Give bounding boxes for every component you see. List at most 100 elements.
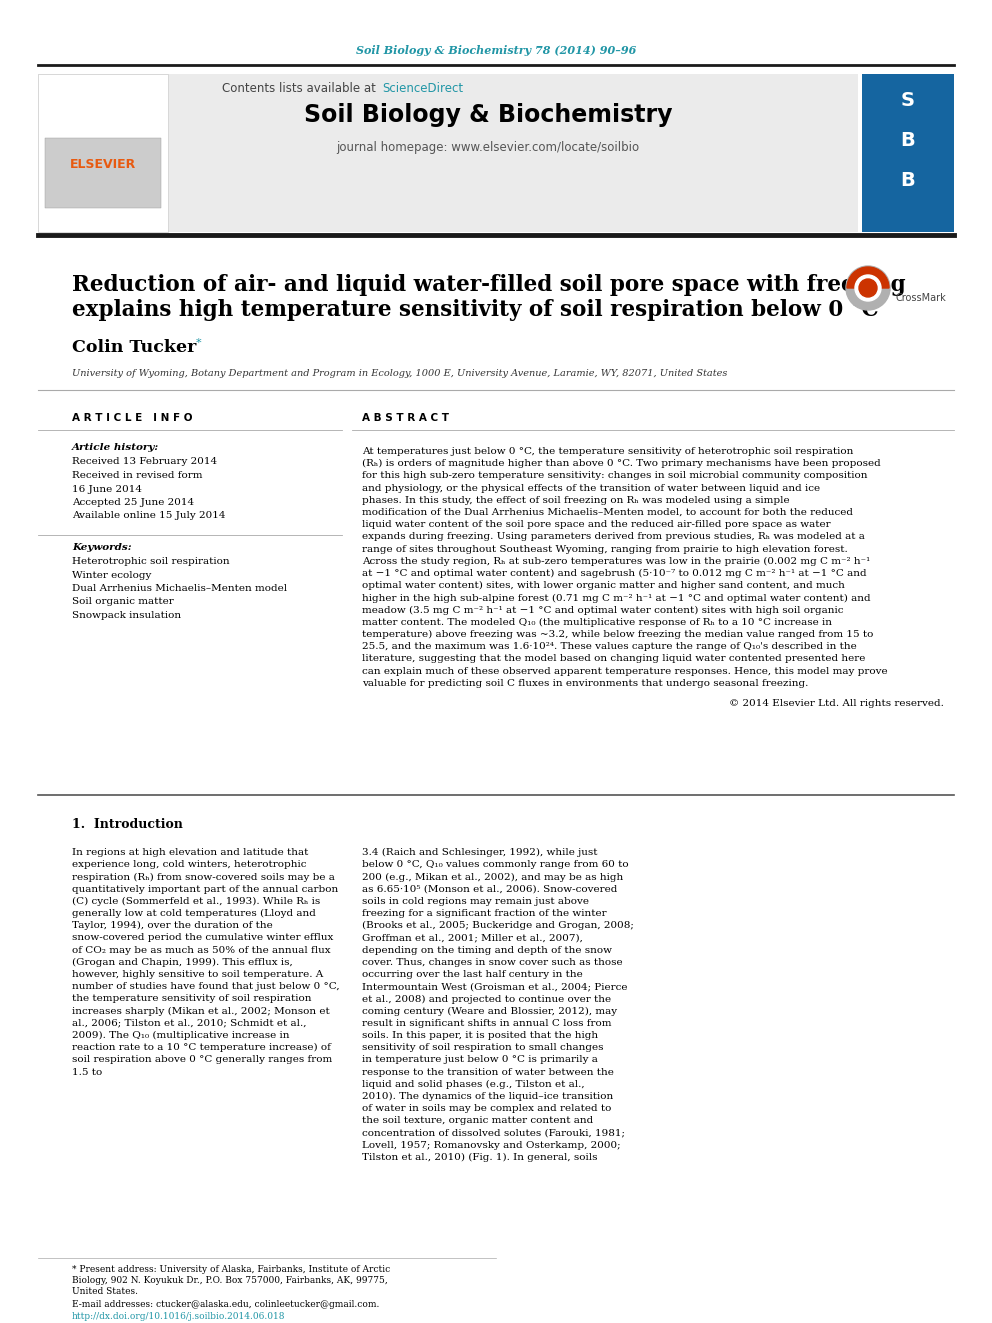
Circle shape [846,266,890,310]
Bar [862,74,954,232]
Text: Soil Biology & Biochemistry 78 (2014) 90–96: Soil Biology & Biochemistry 78 (2014) 90… [356,45,636,56]
Text: 25.5, and the maximum was 1.6·10²⁴. These values capture the range of Q₁₀'s desc: 25.5, and the maximum was 1.6·10²⁴. Thes… [362,642,857,651]
Text: as 6.65·10⁵ (Monson et al., 2006). Snow-covered: as 6.65·10⁵ (Monson et al., 2006). Snow-… [362,885,617,893]
Text: soil respiration above 0 °C generally ranges from: soil respiration above 0 °C generally ra… [72,1056,332,1065]
Text: Across the study region, Rₕ at sub-zero temperatures was low in the prairie (0.0: Across the study region, Rₕ at sub-zero … [362,557,870,566]
Text: University of Wyoming, Botany Department and Program in Ecology, 1000 E, Univers: University of Wyoming, Botany Department… [72,369,727,378]
Text: soils. In this paper, it is posited that the high: soils. In this paper, it is posited that… [362,1031,598,1040]
Text: meadow (3.5 mg C m⁻² h⁻¹ at −1 °C and optimal water content) sites with high soi: meadow (3.5 mg C m⁻² h⁻¹ at −1 °C and op… [362,606,843,615]
Text: explains high temperature sensitivity of soil respiration below 0 °C: explains high temperature sensitivity of… [72,299,879,321]
Text: B: B [901,171,916,189]
Text: 16 June 2014: 16 June 2014 [72,484,142,493]
Text: A B S T R A C T: A B S T R A C T [362,413,449,423]
Text: literature, suggesting that the model based on changing liquid water contented p: literature, suggesting that the model ba… [362,655,865,663]
Bar [38,74,858,232]
Bar [38,74,168,232]
Text: number of studies have found that just below 0 °C,: number of studies have found that just b… [72,982,339,991]
Text: at −1 °C and optimal water content) and sagebrush (5·10⁻⁷ to 0.012 mg C m⁻² h⁻¹ : at −1 °C and optimal water content) and … [362,569,867,578]
Text: depending on the timing and depth of the snow: depending on the timing and depth of the… [362,946,612,955]
Text: Dual Arrhenius Michaelis–Menten model: Dual Arrhenius Michaelis–Menten model [72,583,287,593]
Text: 2010). The dynamics of the liquid–ice transition: 2010). The dynamics of the liquid–ice tr… [362,1091,613,1101]
Text: Colin Tucker: Colin Tucker [72,340,196,356]
Circle shape [859,279,877,296]
Text: Available online 15 July 2014: Available online 15 July 2014 [72,512,225,520]
Text: generally low at cold temperatures (Lloyd and: generally low at cold temperatures (Lloy… [72,909,315,918]
Text: S: S [901,90,915,110]
Text: and physiology, or the physical effects of the transition of water between liqui: and physiology, or the physical effects … [362,484,820,492]
Text: 200 (e.g., Mikan et al., 2002), and may be as high: 200 (e.g., Mikan et al., 2002), and may … [362,872,623,881]
Text: A R T I C L E   I N F O: A R T I C L E I N F O [72,413,192,423]
Text: ScienceDirect: ScienceDirect [382,82,463,94]
Text: coming century (Weare and Blossier, 2012), may: coming century (Weare and Blossier, 2012… [362,1007,617,1016]
Circle shape [855,275,881,302]
Text: experience long, cold winters, heterotrophic: experience long, cold winters, heterotro… [72,860,307,869]
Text: (Grogan and Chapin, 1999). This efflux is,: (Grogan and Chapin, 1999). This efflux i… [72,958,293,967]
Text: B: B [901,131,916,149]
Text: Soil Biology & Biochemistry: Soil Biology & Biochemistry [304,103,673,127]
Text: Winter ecology: Winter ecology [72,570,152,579]
Text: (Brooks et al., 2005; Buckeridge and Grogan, 2008;: (Brooks et al., 2005; Buckeridge and Gro… [362,921,634,930]
Text: in temperature just below 0 °C is primarily a: in temperature just below 0 °C is primar… [362,1056,598,1065]
Text: reaction rate to a 10 °C temperature increase) of: reaction rate to a 10 °C temperature inc… [72,1044,331,1052]
Text: Received 13 February 2014: Received 13 February 2014 [72,458,217,467]
Text: optimal water content) sites, with lower organic matter and higher sand content,: optimal water content) sites, with lower… [362,581,845,590]
Text: 1.5 to: 1.5 to [72,1068,102,1077]
Text: Article history:: Article history: [72,442,160,451]
Text: *: * [196,337,201,348]
Text: valuable for predicting soil C fluxes in environments that undergo seasonal free: valuable for predicting soil C fluxes in… [362,679,808,688]
Text: Received in revised form: Received in revised form [72,471,202,480]
Text: Intermountain West (Groisman et al., 2004; Pierce: Intermountain West (Groisman et al., 200… [362,982,628,991]
Text: (C) cycle (Sommerfeld et al., 1993). While Rₕ is: (C) cycle (Sommerfeld et al., 1993). Whi… [72,897,320,906]
Text: Lovell, 1957; Romanovsky and Osterkamp, 2000;: Lovell, 1957; Romanovsky and Osterkamp, … [362,1140,621,1150]
Text: Contents lists available at: Contents lists available at [222,82,380,94]
Text: © 2014 Elsevier Ltd. All rights reserved.: © 2014 Elsevier Ltd. All rights reserved… [729,699,944,708]
Text: liquid water content of the soil pore space and the reduced air-filled pore spac: liquid water content of the soil pore sp… [362,520,830,529]
Text: journal homepage: www.elsevier.com/locate/soilbio: journal homepage: www.elsevier.com/locat… [336,142,640,155]
Text: response to the transition of water between the: response to the transition of water betw… [362,1068,614,1077]
Text: Reduction of air- and liquid water-filled soil pore space with freezing: Reduction of air- and liquid water-fille… [72,274,906,296]
Text: Taylor, 1994), over the duration of the: Taylor, 1994), over the duration of the [72,921,273,930]
Text: of water in soils may be complex and related to: of water in soils may be complex and rel… [362,1105,611,1113]
Text: 1.  Introduction: 1. Introduction [72,819,183,831]
Text: the soil texture, organic matter content and: the soil texture, organic matter content… [362,1117,593,1126]
Text: E-mail addresses: ctucker@alaska.edu, colinleetucker@gmail.com.: E-mail addresses: ctucker@alaska.edu, co… [72,1301,379,1308]
Text: 2009). The Q₁₀ (multiplicative increase in: 2009). The Q₁₀ (multiplicative increase … [72,1031,290,1040]
Text: for this high sub-zero temperature sensitivity: changes in soil microbial commun: for this high sub-zero temperature sensi… [362,471,867,480]
Text: expands during freezing. Using parameters derived from previous studies, Rₕ was : expands during freezing. Using parameter… [362,532,865,541]
Text: cover. Thus, changes in snow cover such as those: cover. Thus, changes in snow cover such … [362,958,623,967]
Text: higher in the high sub-alpine forest (0.71 mg C m⁻² h⁻¹ at −1 °C and optimal wat: higher in the high sub-alpine forest (0.… [362,594,871,602]
Text: Keywords:: Keywords: [72,542,132,552]
Text: of CO₂ may be as much as 50% of the annual flux: of CO₂ may be as much as 50% of the annu… [72,946,330,955]
Text: range of sites throughout Southeast Wyoming, ranging from prairie to high elevat: range of sites throughout Southeast Wyom… [362,545,848,553]
Text: United States.: United States. [72,1287,138,1297]
Text: snow-covered period the cumulative winter efflux: snow-covered period the cumulative winte… [72,934,333,942]
Text: (Rₕ) is orders of magnitude higher than above 0 °C. Two primary mechanisms have : (Rₕ) is orders of magnitude higher than … [362,459,881,468]
Text: * Present address: University of Alaska, Fairbanks, Institute of Arctic: * Present address: University of Alaska,… [72,1265,390,1274]
Text: In regions at high elevation and latitude that: In regions at high elevation and latitud… [72,848,309,857]
Text: Soil organic matter: Soil organic matter [72,598,174,606]
Text: Accepted 25 June 2014: Accepted 25 June 2014 [72,497,194,507]
Text: sensitivity of soil respiration to small changes: sensitivity of soil respiration to small… [362,1044,603,1052]
Text: 3.4 (Raich and Schlesinger, 1992), while just: 3.4 (Raich and Schlesinger, 1992), while… [362,848,597,857]
Text: et al., 2008) and projected to continue over the: et al., 2008) and projected to continue … [362,995,611,1004]
Text: Tilston et al., 2010) (Fig. 1). In general, soils: Tilston et al., 2010) (Fig. 1). In gener… [362,1154,597,1162]
Text: below 0 °C, Q₁₀ values commonly range from 60 to: below 0 °C, Q₁₀ values commonly range fr… [362,860,629,869]
Text: matter content. The modeled Q₁₀ (the multiplicative response of Rₕ to a 10 °C in: matter content. The modeled Q₁₀ (the mul… [362,618,832,627]
Text: the temperature sensitivity of soil respiration: the temperature sensitivity of soil resp… [72,995,311,1003]
Text: Heterotrophic soil respiration: Heterotrophic soil respiration [72,557,229,566]
Text: respiration (Rₕ) from snow-covered soils may be a: respiration (Rₕ) from snow-covered soils… [72,872,335,881]
Text: http://dx.doi.org/10.1016/j.soilbio.2014.06.018: http://dx.doi.org/10.1016/j.soilbio.2014… [72,1312,286,1320]
Text: At temperatures just below 0 °C, the temperature sensitivity of heterotrophic so: At temperatures just below 0 °C, the tem… [362,447,853,456]
Text: temperature) above freezing was ~3.2, while below freezing the median value rang: temperature) above freezing was ~3.2, wh… [362,630,873,639]
Text: increases sharply (Mikan et al., 2002; Monson et: increases sharply (Mikan et al., 2002; M… [72,1007,329,1016]
Text: al., 2006; Tilston et al., 2010; Schmidt et al.,: al., 2006; Tilston et al., 2010; Schmidt… [72,1019,307,1028]
Text: ELSEVIER: ELSEVIER [69,159,136,172]
Wedge shape [847,267,889,288]
Text: however, highly sensitive to soil temperature. A: however, highly sensitive to soil temper… [72,970,323,979]
Text: soils in cold regions may remain just above: soils in cold regions may remain just ab… [362,897,589,906]
Bar [45,138,161,208]
Text: Groffman et al., 2001; Miller et al., 2007),: Groffman et al., 2001; Miller et al., 20… [362,934,583,942]
Text: Biology, 902 N. Koyukuk Dr., P.O. Box 757000, Fairbanks, AK, 99775,: Biology, 902 N. Koyukuk Dr., P.O. Box 75… [72,1275,388,1285]
Text: freezing for a significant fraction of the winter: freezing for a significant fraction of t… [362,909,607,918]
Text: can explain much of these observed apparent temperature responses. Hence, this m: can explain much of these observed appar… [362,667,888,676]
